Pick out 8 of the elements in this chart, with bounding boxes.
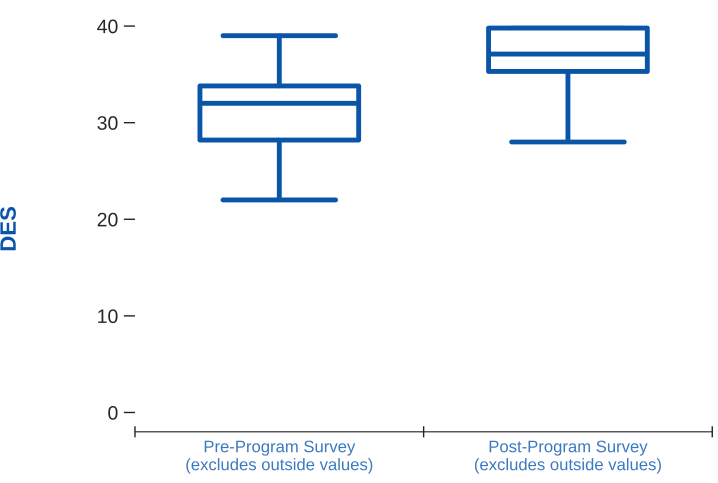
x-tick-label: Pre-Program Survey (excludes outside values) (186, 440, 372, 474)
y-tick-label: 0 (108, 406, 118, 420)
y-axis-title: DES (0, 206, 16, 250)
y-tick-label: 40 (97, 20, 118, 34)
x-tick-label: Post-Program Survey (excludes outside values) (474, 440, 661, 474)
y-tick-label: 20 (98, 212, 118, 227)
y-tick-label: 10 (98, 309, 118, 324)
y-tick-label: 30 (97, 116, 118, 130)
